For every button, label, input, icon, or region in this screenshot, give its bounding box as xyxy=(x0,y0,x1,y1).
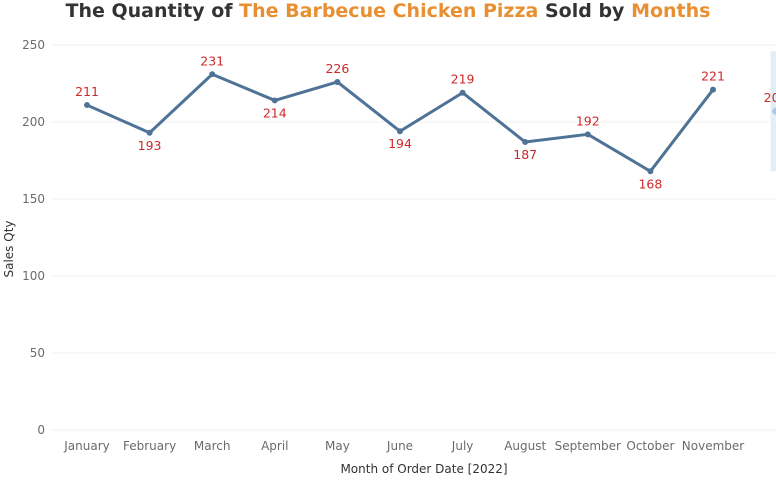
x-tick-label: August xyxy=(504,439,546,453)
x-tick-label: October xyxy=(626,439,674,453)
data-point[interactable] xyxy=(459,89,466,96)
y-axis-title: Sales Qty xyxy=(2,220,16,277)
data-point[interactable] xyxy=(146,129,153,136)
data-point[interactable] xyxy=(271,97,278,104)
data-point[interactable] xyxy=(522,139,529,146)
y-tick-label: 0 xyxy=(37,423,45,437)
y-tick-label: 100 xyxy=(22,269,45,283)
data-label: 187 xyxy=(513,147,537,162)
series-polyline xyxy=(85,72,715,173)
y-tick-label: 200 xyxy=(22,115,45,129)
x-tick-label: June xyxy=(386,439,413,453)
data-label: 231 xyxy=(200,53,224,68)
x-tick-label: May xyxy=(325,439,350,453)
y-tick-label: 150 xyxy=(22,192,45,206)
title-highlight-months: Months xyxy=(631,0,711,22)
gridlines xyxy=(52,44,776,431)
data-label: 221 xyxy=(701,69,725,84)
data-point[interactable] xyxy=(772,107,776,115)
data-point[interactable] xyxy=(397,128,403,135)
data-label: 219 xyxy=(451,72,475,87)
data-point[interactable] xyxy=(84,102,90,109)
series-line xyxy=(85,72,715,173)
x-tick-label: January xyxy=(63,439,110,453)
y-tick-label: 50 xyxy=(30,346,45,360)
title-middle: Sold by xyxy=(538,0,632,22)
title-highlight-product: The Barbecue Chicken Pizza xyxy=(239,0,539,22)
data-label: 192 xyxy=(576,113,600,128)
data-label: 226 xyxy=(325,61,349,76)
data-point[interactable] xyxy=(209,71,216,78)
data-label: 168 xyxy=(638,176,662,191)
chart-title: The Quantity of The Barbecue Chicken Piz… xyxy=(0,0,776,22)
y-tick-label: 250 xyxy=(22,38,45,52)
data-labels: 211 193 231 214 226 194 219 187 192 168 221 207 xyxy=(75,53,776,191)
data-point[interactable] xyxy=(334,78,341,85)
data-label: 211 xyxy=(75,84,99,99)
x-tick-label: November xyxy=(682,439,744,453)
data-label: 194 xyxy=(388,136,412,151)
data-label: 214 xyxy=(263,105,287,120)
data-label: 207 xyxy=(764,90,776,105)
x-tick-label: March xyxy=(194,439,231,453)
x-axis-title: Month of Order Date [2022] xyxy=(340,462,507,476)
data-points xyxy=(84,71,776,175)
data-point[interactable] xyxy=(647,168,654,175)
x-tick-label: April xyxy=(261,439,288,453)
data-point[interactable] xyxy=(710,86,716,93)
y-axis-ticks: 0 50 100 150 200 250 xyxy=(22,38,45,437)
title-prefix: The Quantity of xyxy=(65,0,240,22)
x-axis-ticks: January February March April May June July Augu… xyxy=(63,439,744,453)
x-tick-label: July xyxy=(451,439,474,453)
x-tick-label: February xyxy=(123,439,176,453)
data-point[interactable] xyxy=(584,131,591,138)
x-tick-label: September xyxy=(555,439,621,453)
data-label: 193 xyxy=(138,138,162,153)
